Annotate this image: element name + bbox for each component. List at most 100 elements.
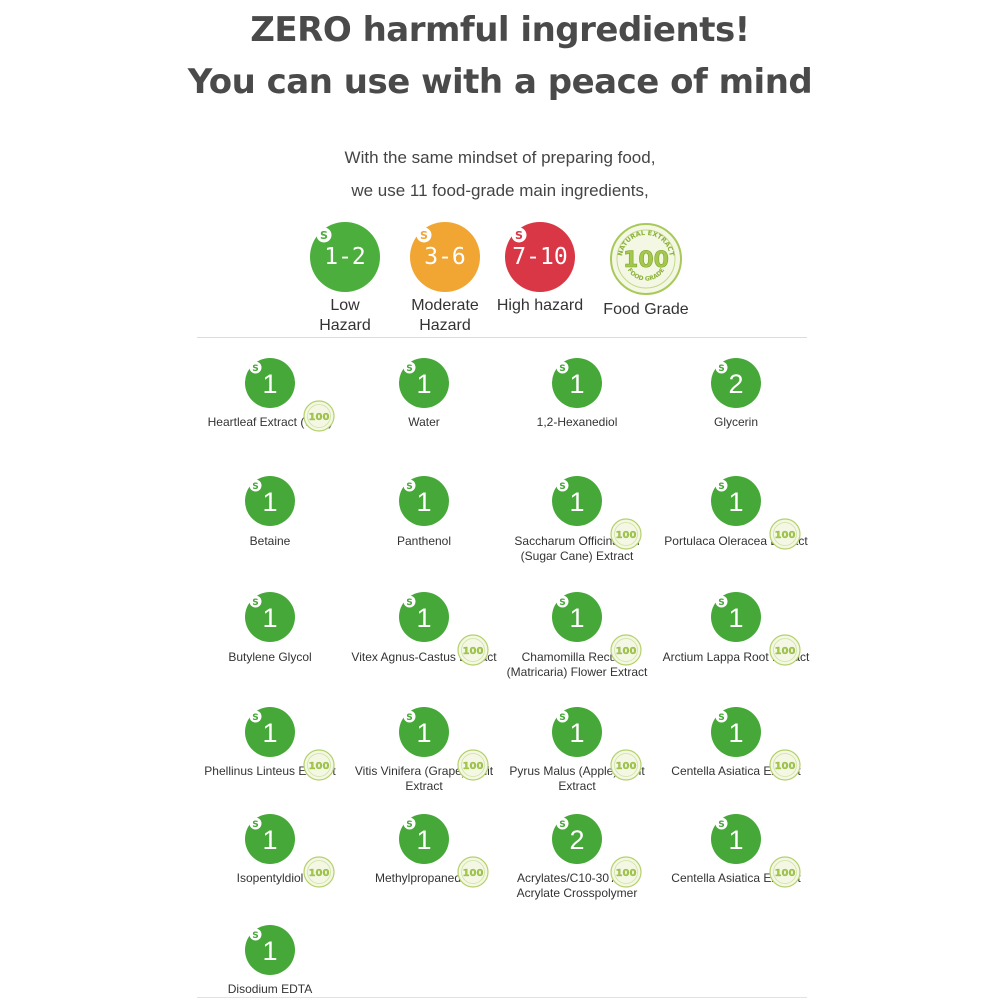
ingredient-name: Acrylates/C10-30 Alkyl Acrylate Crosspol… <box>516 871 638 900</box>
subtitle-line-1: With the same mindset of preparing food, <box>344 148 656 167</box>
svg-text:S: S <box>718 713 724 723</box>
svg-text:S: S <box>252 820 258 830</box>
svg-text:100: 100 <box>463 761 484 772</box>
ewg-s-icon: S <box>715 817 728 830</box>
svg-text:S: S <box>252 713 258 723</box>
legend-high-hazard: S 7-10 High hazard <box>485 222 595 316</box>
svg-text:S: S <box>559 598 565 608</box>
svg-text:S: S <box>252 482 258 492</box>
food-grade-seal-icon: 100 <box>457 634 489 666</box>
hazard-score: 1 <box>569 603 585 633</box>
food-grade-seal-icon: 100 <box>769 749 801 781</box>
legend-range: 1-2 <box>324 244 366 270</box>
ingredient-name: Methylpropanediol <box>374 871 474 885</box>
svg-text:100: 100 <box>309 412 330 423</box>
svg-text:100: 100 <box>616 646 637 657</box>
legend-label: High hazard <box>496 297 584 314</box>
legend-range: 7-10 <box>512 244 568 270</box>
hazard-score: 1 <box>416 487 432 517</box>
hazard-score: 1 <box>728 487 744 517</box>
legend-label: Moderate Hazard <box>411 297 479 334</box>
food-grade-seal-icon: 100 <box>769 518 801 550</box>
ingredient-name: Centella Asiatica Extract <box>671 871 801 885</box>
svg-text:S: S <box>252 931 258 941</box>
ewg-s-icon: S <box>249 595 262 608</box>
ewg-s-icon: S <box>556 817 569 830</box>
svg-text:S: S <box>320 229 328 242</box>
ingredient-name: Betaine <box>249 534 291 548</box>
svg-text:100: 100 <box>309 868 330 879</box>
svg-text:S: S <box>718 820 724 830</box>
svg-text:S: S <box>406 364 412 374</box>
food-grade-seal-icon: 100 <box>610 856 642 888</box>
ewg-s-icon: S <box>249 361 262 374</box>
hazard-score: 1 <box>262 487 278 517</box>
svg-text:S: S <box>420 229 428 242</box>
ewg-s-icon: S <box>316 227 332 243</box>
ewg-s-icon: S <box>556 479 569 492</box>
svg-text:S: S <box>718 598 724 608</box>
food-grade-seal-icon: 100 <box>610 634 642 666</box>
ingredient-name: 1,2-Hexanediol <box>536 415 618 429</box>
svg-text:100: 100 <box>623 248 669 273</box>
legend-low-hazard: S 1-2 Low Hazard <box>290 222 400 336</box>
hazard-score: 1 <box>728 718 744 748</box>
ingredient-name: Centella Asiatica Extract <box>671 764 801 778</box>
hazard-score: 1 <box>262 825 278 855</box>
ingredient-name: Isopentyldiol <box>236 871 304 885</box>
ewg-s-icon: S <box>249 479 262 492</box>
ingredient-name: Saccharum Officinarum (Sugar Cane) Extra… <box>514 534 640 563</box>
svg-text:100: 100 <box>775 530 796 541</box>
ewg-s-icon: S <box>403 479 416 492</box>
hazard-score: 1 <box>569 487 585 517</box>
ingredient-name: Water <box>408 415 440 429</box>
food-grade-seal-icon: 100 <box>769 634 801 666</box>
legend-range: 3-6 <box>424 244 466 270</box>
food-grade-seal-icon: NATURAL EXTRACT 100 FOOD GRADE <box>610 223 682 295</box>
hazard-score: 1 <box>416 369 432 399</box>
ingredient-name: Chamomilla Recutita (Matricaria) Flower … <box>506 650 648 679</box>
svg-text:100: 100 <box>616 761 637 772</box>
legend-label: Food Grade <box>603 301 689 318</box>
svg-text:S: S <box>252 598 258 608</box>
legend-label: Low Hazard <box>319 297 371 334</box>
ewg-s-icon: S <box>403 817 416 830</box>
hazard-score: 1 <box>728 825 744 855</box>
legend-food-grade: NATURAL EXTRACT 100 FOOD GRADE Food Grad… <box>591 222 701 320</box>
svg-text:S: S <box>406 482 412 492</box>
hazard-score: 1 <box>416 718 432 748</box>
svg-text:S: S <box>559 713 565 723</box>
divider-bottom <box>197 997 807 998</box>
hazard-score: 1 <box>728 603 744 633</box>
ewg-s-icon: S <box>403 710 416 723</box>
ewg-s-icon: S <box>556 595 569 608</box>
svg-text:100: 100 <box>775 761 796 772</box>
svg-text:100: 100 <box>463 646 484 657</box>
svg-text:S: S <box>406 820 412 830</box>
ingredient-name: Heartleaf Extract (77%) <box>207 415 333 429</box>
food-grade-seal-icon: 100 <box>303 749 335 781</box>
svg-text:S: S <box>718 482 724 492</box>
ewg-s-icon: S <box>403 595 416 608</box>
svg-text:100: 100 <box>309 761 330 772</box>
svg-text:100: 100 <box>775 868 796 879</box>
food-grade-seal-icon: 100 <box>457 856 489 888</box>
ewg-s-icon: S <box>715 595 728 608</box>
ingredient-name: Disodium EDTA <box>227 982 313 996</box>
hazard-score: 1 <box>569 718 585 748</box>
svg-text:S: S <box>559 364 565 374</box>
